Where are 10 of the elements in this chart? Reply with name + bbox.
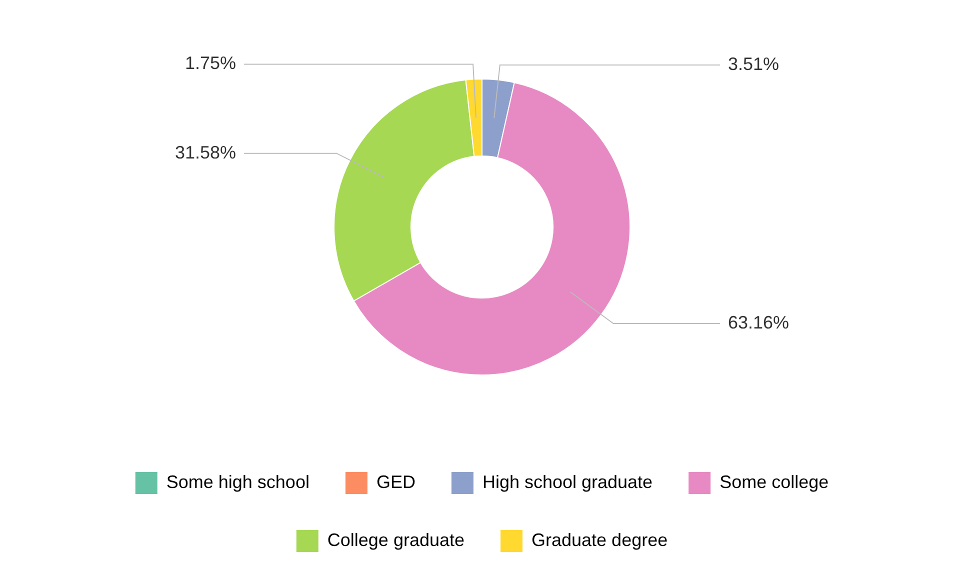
legend-label: High school graduate <box>482 472 653 492</box>
legend-label: Some high school <box>166 472 310 492</box>
data-label: 31.58% <box>174 142 236 162</box>
data-label: 3.51% <box>728 54 780 74</box>
data-label: 1.75% <box>184 53 236 74</box>
legend-label: Graduate degree <box>532 530 668 550</box>
legend-label: GED <box>376 472 416 492</box>
data-label: 63.16% <box>728 312 790 333</box>
legend-label: College graduate <box>327 530 465 550</box>
legend-label: Some college <box>720 472 829 492</box>
